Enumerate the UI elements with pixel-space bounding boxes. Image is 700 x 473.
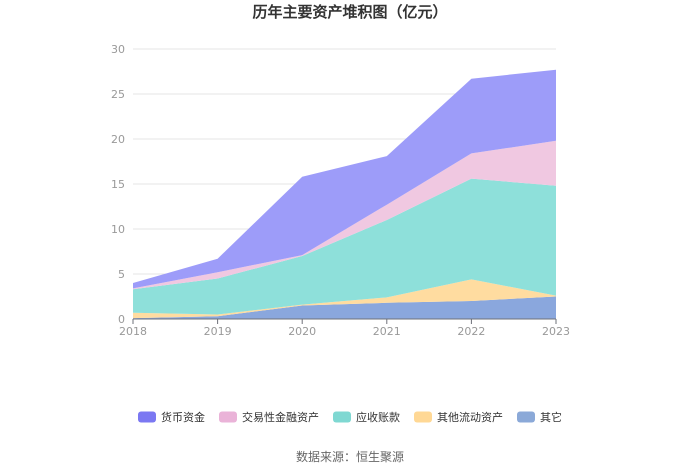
area-series-group [133, 69, 556, 319]
y-tick-label: 15 [111, 178, 125, 191]
area-series-3 [133, 140, 556, 290]
legend-label: 交易性金融资产 [242, 410, 319, 424]
legend-swatch [517, 411, 535, 423]
data-source-note: 数据来源：恒生聚源 [296, 449, 404, 464]
y-tick-label: 20 [111, 133, 125, 146]
y-tick-label: 0 [118, 313, 125, 326]
y-tick-label: 10 [111, 223, 125, 236]
legend-label: 其它 [540, 410, 562, 424]
y-tick-label: 30 [111, 43, 125, 56]
x-tick-label: 2018 [119, 325, 147, 338]
area-series-1 [133, 279, 556, 319]
legend-label: 其他流动资产 [437, 410, 503, 424]
axes: 0 5 10 15 20 25 30 2018 2019 2020 2021 2022 2023 [111, 43, 570, 338]
x-tick-label: 2022 [457, 325, 485, 338]
x-tick-label: 2019 [204, 325, 232, 338]
legend-item-2[interactable]: 应收账款 [333, 410, 400, 424]
legend-swatch [414, 411, 432, 423]
area-series-0 [133, 296, 556, 319]
legend-swatch [219, 411, 237, 423]
area-series-4 [133, 69, 556, 289]
legend-item-4[interactable]: 其它 [517, 410, 562, 424]
area-series-2 [133, 178, 556, 315]
y-tick-label: 5 [118, 268, 125, 281]
x-tick-label: 2020 [288, 325, 316, 338]
legend-label: 应收账款 [356, 410, 400, 424]
legend[interactable]: 货币资金 交易性金融资产 应收账款 其他流动资产 其它 [138, 410, 562, 424]
x-tick-label: 2021 [373, 325, 401, 338]
legend-swatch [333, 411, 351, 423]
legend-item-1[interactable]: 交易性金融资产 [219, 410, 319, 424]
legend-item-3[interactable]: 其他流动资产 [414, 410, 503, 424]
chart-title: 历年主要资产堆积图（亿元） [252, 3, 447, 21]
y-tick-label: 25 [111, 88, 125, 101]
legend-label: 货币资金 [161, 410, 205, 424]
legend-item-0[interactable]: 货币资金 [138, 410, 205, 424]
x-tick-label: 2023 [542, 325, 570, 338]
legend-swatch [138, 411, 156, 423]
